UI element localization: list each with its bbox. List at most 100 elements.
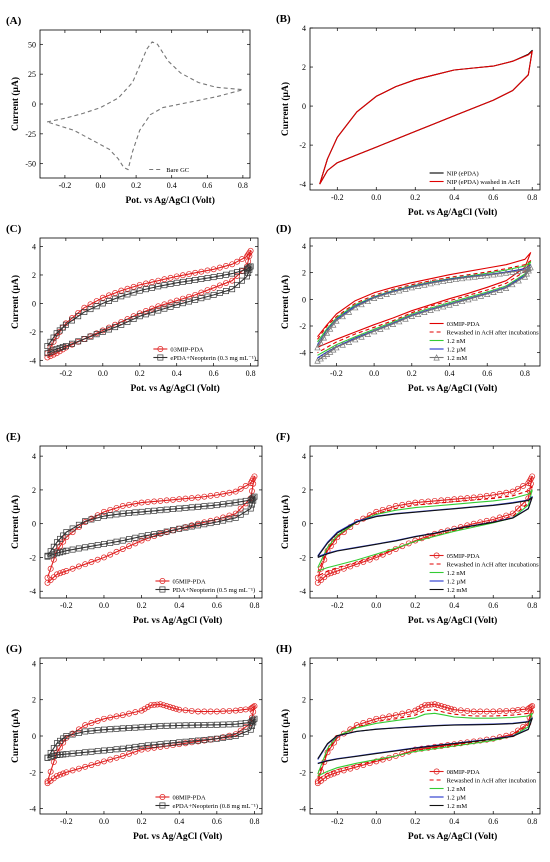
data-point-circle	[82, 561, 89, 568]
legend-item: 08MIP-PDA	[155, 794, 206, 802]
data-point-circle	[520, 483, 527, 489]
data-point-circle	[132, 709, 139, 716]
data-point-square	[213, 519, 220, 525]
data-point-triangle	[320, 334, 327, 341]
legend-item: 1.2 mM	[429, 354, 468, 362]
data-point-square	[169, 506, 176, 513]
series	[319, 50, 533, 185]
x-tick-label: 0.6	[488, 193, 498, 202]
data-point-square	[223, 288, 229, 295]
legend-item: 03MIP-PDA	[429, 321, 481, 328]
x-tick-label: 0.2	[410, 817, 420, 826]
y-tick-label: -4	[299, 180, 306, 189]
data-point-circle	[503, 489, 510, 496]
legend-label: Rewashed in AcH after incubations	[447, 562, 540, 569]
data-point-circle	[57, 744, 64, 751]
data-point-circle	[201, 493, 208, 500]
data-point-square	[69, 317, 75, 324]
data-point-square	[207, 502, 214, 509]
data-point-circle	[431, 743, 438, 750]
legend-label: 1.2 mM	[447, 355, 468, 362]
data-point-triangle	[525, 267, 532, 274]
data-point-circle	[167, 299, 174, 306]
data-point-triangle	[446, 276, 453, 283]
series-line	[317, 709, 533, 780]
data-point-circle	[151, 701, 158, 708]
legend-label: 03MIP-PDA	[447, 321, 481, 328]
data-point-circle	[44, 778, 51, 785]
chart-panel-f: (F) -0.2 0.0 0.2 0.4 0.6 0.8 -4 -2 0 2 4 Pot. vs Ag/…	[276, 431, 541, 626]
y-tick-label: 4	[302, 659, 306, 668]
data-point-circle	[126, 710, 133, 717]
data-point-square	[44, 553, 51, 560]
legend-item: ePDA+Neopterin (0.8 mg mL⁻¹)	[155, 802, 258, 810]
data-point-square	[138, 533, 145, 540]
data-point-square	[201, 722, 208, 728]
data-point-circle	[431, 701, 438, 708]
x-tick-label: 0.6	[488, 817, 498, 826]
data-point-triangle	[364, 330, 371, 337]
data-point-square	[163, 722, 170, 729]
data-point-circle	[242, 483, 249, 489]
data-point-square	[50, 543, 57, 550]
series-line	[317, 252, 532, 348]
data-point-circle	[503, 732, 510, 739]
legend-item: 08MIP-PDA	[429, 768, 480, 776]
data-point-square	[106, 326, 112, 333]
data-point-square	[75, 749, 82, 756]
data-point-circle	[138, 746, 145, 753]
data-point-circle	[251, 473, 258, 480]
data-point-square	[53, 345, 60, 352]
data-point-circle	[188, 707, 195, 714]
series-line	[46, 41, 244, 171]
data-point-circle	[57, 771, 64, 778]
data-point-square	[60, 751, 67, 758]
data-point-circle	[138, 537, 145, 544]
data-point-square	[157, 354, 164, 361]
legend-item: 05MIP-PDA	[429, 552, 480, 560]
data-point-circle	[216, 282, 223, 289]
data-point-circle	[75, 309, 82, 316]
x-tick-label: 0.4	[449, 193, 459, 202]
data-point-circle	[149, 279, 156, 286]
data-point-circle	[527, 704, 534, 710]
data-point-circle	[496, 490, 503, 497]
data-point-circle	[422, 702, 428, 709]
data-point-circle	[169, 496, 176, 503]
data-point-square	[119, 537, 126, 544]
data-point-square	[57, 535, 64, 542]
data-point-triangle	[383, 323, 390, 330]
data-point-square	[223, 271, 229, 278]
data-point-square	[198, 295, 205, 302]
data-point-square	[47, 548, 54, 555]
data-point-circle	[250, 708, 257, 715]
x-tick-label: 0.4	[174, 817, 184, 826]
data-point-circle	[124, 285, 131, 292]
data-point-square	[144, 742, 151, 749]
data-point-circle	[529, 473, 536, 480]
legend-label: Rewashed in AcH after incubation	[447, 778, 537, 785]
data-point-circle	[457, 707, 464, 714]
data-point-triangle	[433, 278, 441, 286]
data-point-triangle	[370, 294, 378, 301]
data-point-square	[157, 530, 164, 536]
data-point-triangle	[414, 282, 422, 289]
x-tick-label: 0.4	[174, 601, 184, 610]
plot-frame	[309, 237, 541, 367]
data-point-square	[182, 524, 189, 531]
data-point-circle	[182, 495, 189, 502]
data-point-square	[112, 324, 119, 331]
data-point-circle	[425, 701, 432, 708]
data-point-circle	[441, 704, 448, 710]
data-point-square	[182, 738, 189, 745]
data-point-triangle	[383, 290, 390, 297]
data-point-circle	[237, 505, 244, 512]
x-tick-label: 0.4	[172, 369, 182, 378]
data-point-circle	[182, 707, 189, 714]
data-point-triangle	[389, 288, 397, 295]
data-point-circle	[213, 492, 220, 498]
x-tick-label: 0.8	[249, 817, 259, 826]
data-point-circle	[107, 714, 114, 721]
data-point-circle	[157, 497, 164, 504]
y-tick-label: 2	[32, 486, 36, 495]
